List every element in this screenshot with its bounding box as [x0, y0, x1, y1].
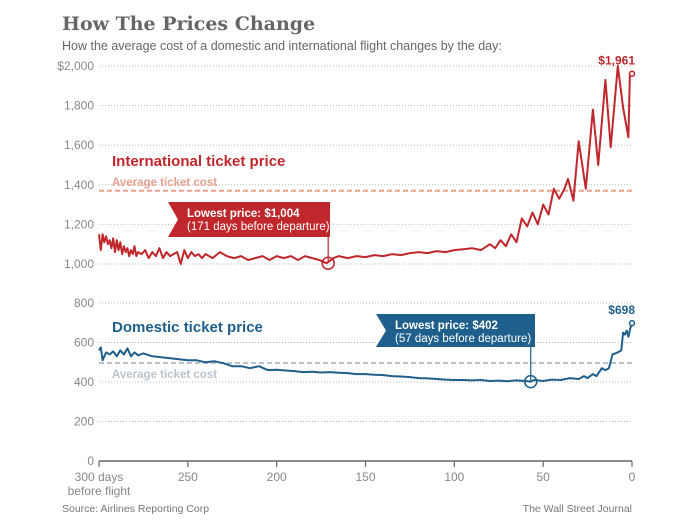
y-tick-label: 800 — [74, 296, 94, 310]
x-tick-label: 150 — [355, 470, 375, 484]
x-tick-label-subtitle: before flight — [68, 484, 131, 498]
y-tick-label: 1,800 — [64, 99, 94, 113]
y-tick-label: 1,600 — [64, 138, 94, 152]
international-end-marker — [630, 71, 635, 76]
chart-title: How The Prices Change — [62, 13, 315, 35]
chart-subtitle: How the average cost of a domestic and i… — [62, 39, 502, 53]
y-tick-label: 400 — [74, 375, 94, 389]
y-tick-label: 200 — [74, 415, 94, 429]
y-tick-label: 0 — [87, 454, 94, 468]
international-average-label: Average ticket cost — [112, 177, 217, 189]
domestic-end-marker — [630, 321, 635, 326]
y-tick-label: 1,400 — [64, 178, 94, 192]
x-tick-label: 200 — [267, 470, 287, 484]
domestic-callout-title: Lowest price: $402 — [395, 320, 498, 332]
domestic-callout-detail: (57 days before departure) — [395, 333, 531, 345]
domestic-end-label: $698 — [608, 303, 635, 317]
international-callout-title: Lowest price: $1,004 — [187, 208, 300, 220]
domestic-average-label: Average ticket cost — [112, 369, 217, 381]
x-tick-label: 100 — [444, 470, 464, 484]
x-tick-label: 50 — [536, 470, 550, 484]
international-end-label: $1,961 — [598, 54, 635, 68]
y-tick-label: 1,000 — [64, 257, 94, 271]
y-tick-label: 1,200 — [64, 217, 94, 231]
x-tick-label: 0 — [629, 470, 636, 484]
x-tick-label: 300 days — [75, 470, 124, 484]
y-tick-label: $2,000 — [57, 59, 94, 73]
international-callout-detail: (171 days before departure) — [187, 221, 330, 233]
domestic-series-label: Domestic ticket price — [112, 319, 263, 336]
international-series-label: International ticket price — [112, 153, 285, 170]
credit: The Wall Street Journal — [523, 503, 632, 515]
y-tick-label: 600 — [74, 336, 94, 350]
source-note: Source: Airlines Reporting Corp — [62, 503, 209, 515]
x-tick-label: 250 — [178, 470, 198, 484]
